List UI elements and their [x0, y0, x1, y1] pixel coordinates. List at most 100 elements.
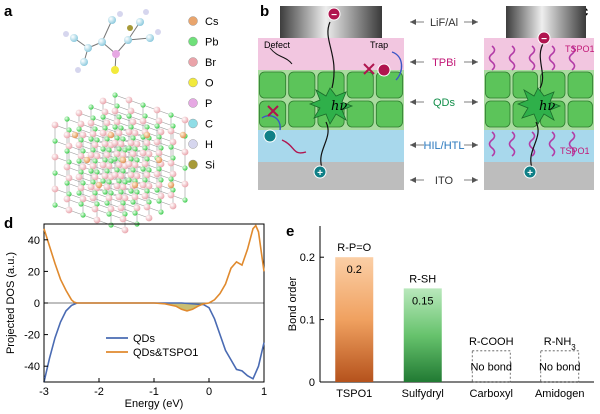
layer-label: TPBi	[432, 57, 456, 69]
hole-sign-b: +	[317, 168, 323, 179]
electron-sign-c: −	[541, 34, 547, 45]
legend-a-label: Pb	[205, 37, 218, 49]
chart-e-ytick-label: 0	[309, 377, 315, 389]
chart-d-xtick-label: 1	[261, 386, 267, 398]
layer-labels: LiF/Al TPBi QDs HIL/HTL ITO	[410, 14, 478, 187]
legend-a-swatch	[188, 118, 198, 129]
defect-cross-icon	[267, 105, 279, 117]
tspo1-label-top: TSPO1	[565, 44, 595, 54]
legend-a-item: Si	[188, 159, 215, 172]
chart-e-bar-value: 0.15	[412, 295, 433, 307]
legend-a-item: H	[188, 139, 213, 151]
layer-label-item: QDs	[410, 94, 478, 109]
hv-label-b: hν	[331, 99, 347, 114]
chart-d-xtick-label: 0	[206, 386, 212, 398]
chart-e-category-label: Sulfydryl	[402, 388, 444, 400]
legend-a-item: O	[188, 77, 214, 90]
hole-icon-c	[523, 165, 537, 179]
chart-e-group-label: R-COOH	[469, 336, 514, 348]
chart-d-series-line	[43, 224, 265, 312]
device-c: hν − + TSPO1 TSPO1	[484, 6, 595, 190]
layer-label: HIL/HTL	[424, 140, 465, 152]
chart-e-group-label: R-P=O	[337, 242, 371, 254]
legend-a-label: C	[205, 119, 213, 131]
chart-d-ytick-label: -20	[24, 330, 40, 342]
molecular-structure-illustration	[51, 9, 189, 234]
layer-label: LiF/Al	[430, 17, 458, 29]
chart-e-category-label: Carboxyl	[470, 388, 513, 400]
layer-label-item: LiF/Al	[410, 14, 478, 29]
layer-label-item: TPBi	[410, 54, 478, 69]
legend-a-swatch	[188, 139, 198, 149]
emission-burst-b	[308, 87, 354, 125]
legend-a-item: Cs	[188, 16, 219, 28]
hv-label-c: hν	[539, 99, 555, 114]
device-b: hν − + Defect Trap	[258, 6, 404, 190]
trap-electron-icon	[377, 63, 391, 77]
chart-d-xtick-label: -1	[149, 386, 159, 398]
defect-label: Defect	[264, 40, 291, 50]
chart-d-xtick-label: -2	[94, 386, 104, 398]
chart-e-group-label: R-NH3	[544, 336, 577, 352]
legend-a-swatch	[188, 77, 198, 88]
layer-label-item: ITO	[410, 172, 478, 187]
electron-icon-b	[327, 7, 341, 21]
chart-e-group-label: R-SH	[409, 273, 436, 285]
legend-a-label: Br	[205, 57, 216, 69]
layer-label-item: HIL/HTL	[410, 137, 478, 152]
chart-d-ytick-label: 0	[34, 298, 40, 310]
legend-a-item: Pb	[188, 36, 218, 49]
electron-sign-b: −	[331, 10, 337, 21]
legend-a-item: Br	[188, 57, 216, 69]
trap-hole-icon	[263, 129, 277, 143]
chart-e-ytick-label: 0.1	[300, 315, 315, 327]
trap-arrow	[391, 51, 403, 81]
layer-label: QDs	[433, 97, 456, 109]
chart-e-category-label: TSPO1	[336, 388, 372, 400]
chart-d-ytick-label: -40	[24, 361, 40, 373]
hole-icon-b	[313, 165, 327, 179]
chart-d: -3 -2 -1 0 1 -40 -20 0 20 40 Energy (eV) Projected …	[5, 223, 267, 410]
chart-d-legend-label: QDs&TSPO1	[133, 347, 198, 359]
emission-burst-c	[516, 87, 562, 125]
tspo1-label-bottom: TSPO1	[560, 146, 590, 156]
chart-e-bar-value: 0.2	[347, 264, 362, 276]
panel-a-label: a	[4, 3, 13, 20]
chart-e-bar	[335, 257, 374, 382]
panel-d-label: d	[4, 215, 13, 232]
layer-label: ITO	[435, 175, 454, 187]
legend-a-swatch	[188, 159, 198, 170]
recombination-path	[281, 139, 307, 154]
chart-d-ytick-label: 40	[28, 235, 40, 247]
chart-d-legend-label: QDs	[133, 333, 156, 345]
chart-e-no-bond-label: No bond	[470, 361, 512, 373]
legend-a-label: P	[205, 98, 212, 110]
chart-d-xtick-label: -3	[39, 386, 49, 398]
chart-d-ytick-label: 20	[28, 266, 40, 278]
trap-label: Trap	[370, 40, 388, 50]
legend-a-swatch	[188, 36, 198, 47]
chart-d-xlabel: Energy (eV)	[125, 398, 184, 410]
legend-a-swatch	[188, 16, 198, 26]
legend-a-label: O	[205, 78, 214, 90]
chart-e-bar	[403, 288, 442, 382]
chart-e-empty-bar	[540, 350, 580, 383]
trap-cross-icon	[363, 63, 375, 75]
chart-e-ylabel: Bond order	[287, 276, 299, 331]
chart-e-empty-bar	[471, 350, 511, 383]
legend-a-label: Cs	[205, 16, 219, 28]
chart-e-category-label: Amidogen	[535, 388, 585, 400]
legend-a-label: H	[205, 139, 213, 151]
chart-e-ytick-label: 0.2	[300, 252, 315, 264]
legend-a-swatch	[188, 98, 198, 108]
legend-a-item: C	[188, 118, 213, 131]
panel-e-label: e	[286, 223, 294, 240]
chart-e-no-bond-label: No bond	[539, 361, 581, 373]
legend-a-label: Si	[205, 160, 215, 172]
chart-d-ylabel: Projected DOS (a.u.)	[5, 252, 17, 354]
electron-icon-c	[537, 31, 551, 45]
panel-b-label: b	[260, 3, 269, 20]
